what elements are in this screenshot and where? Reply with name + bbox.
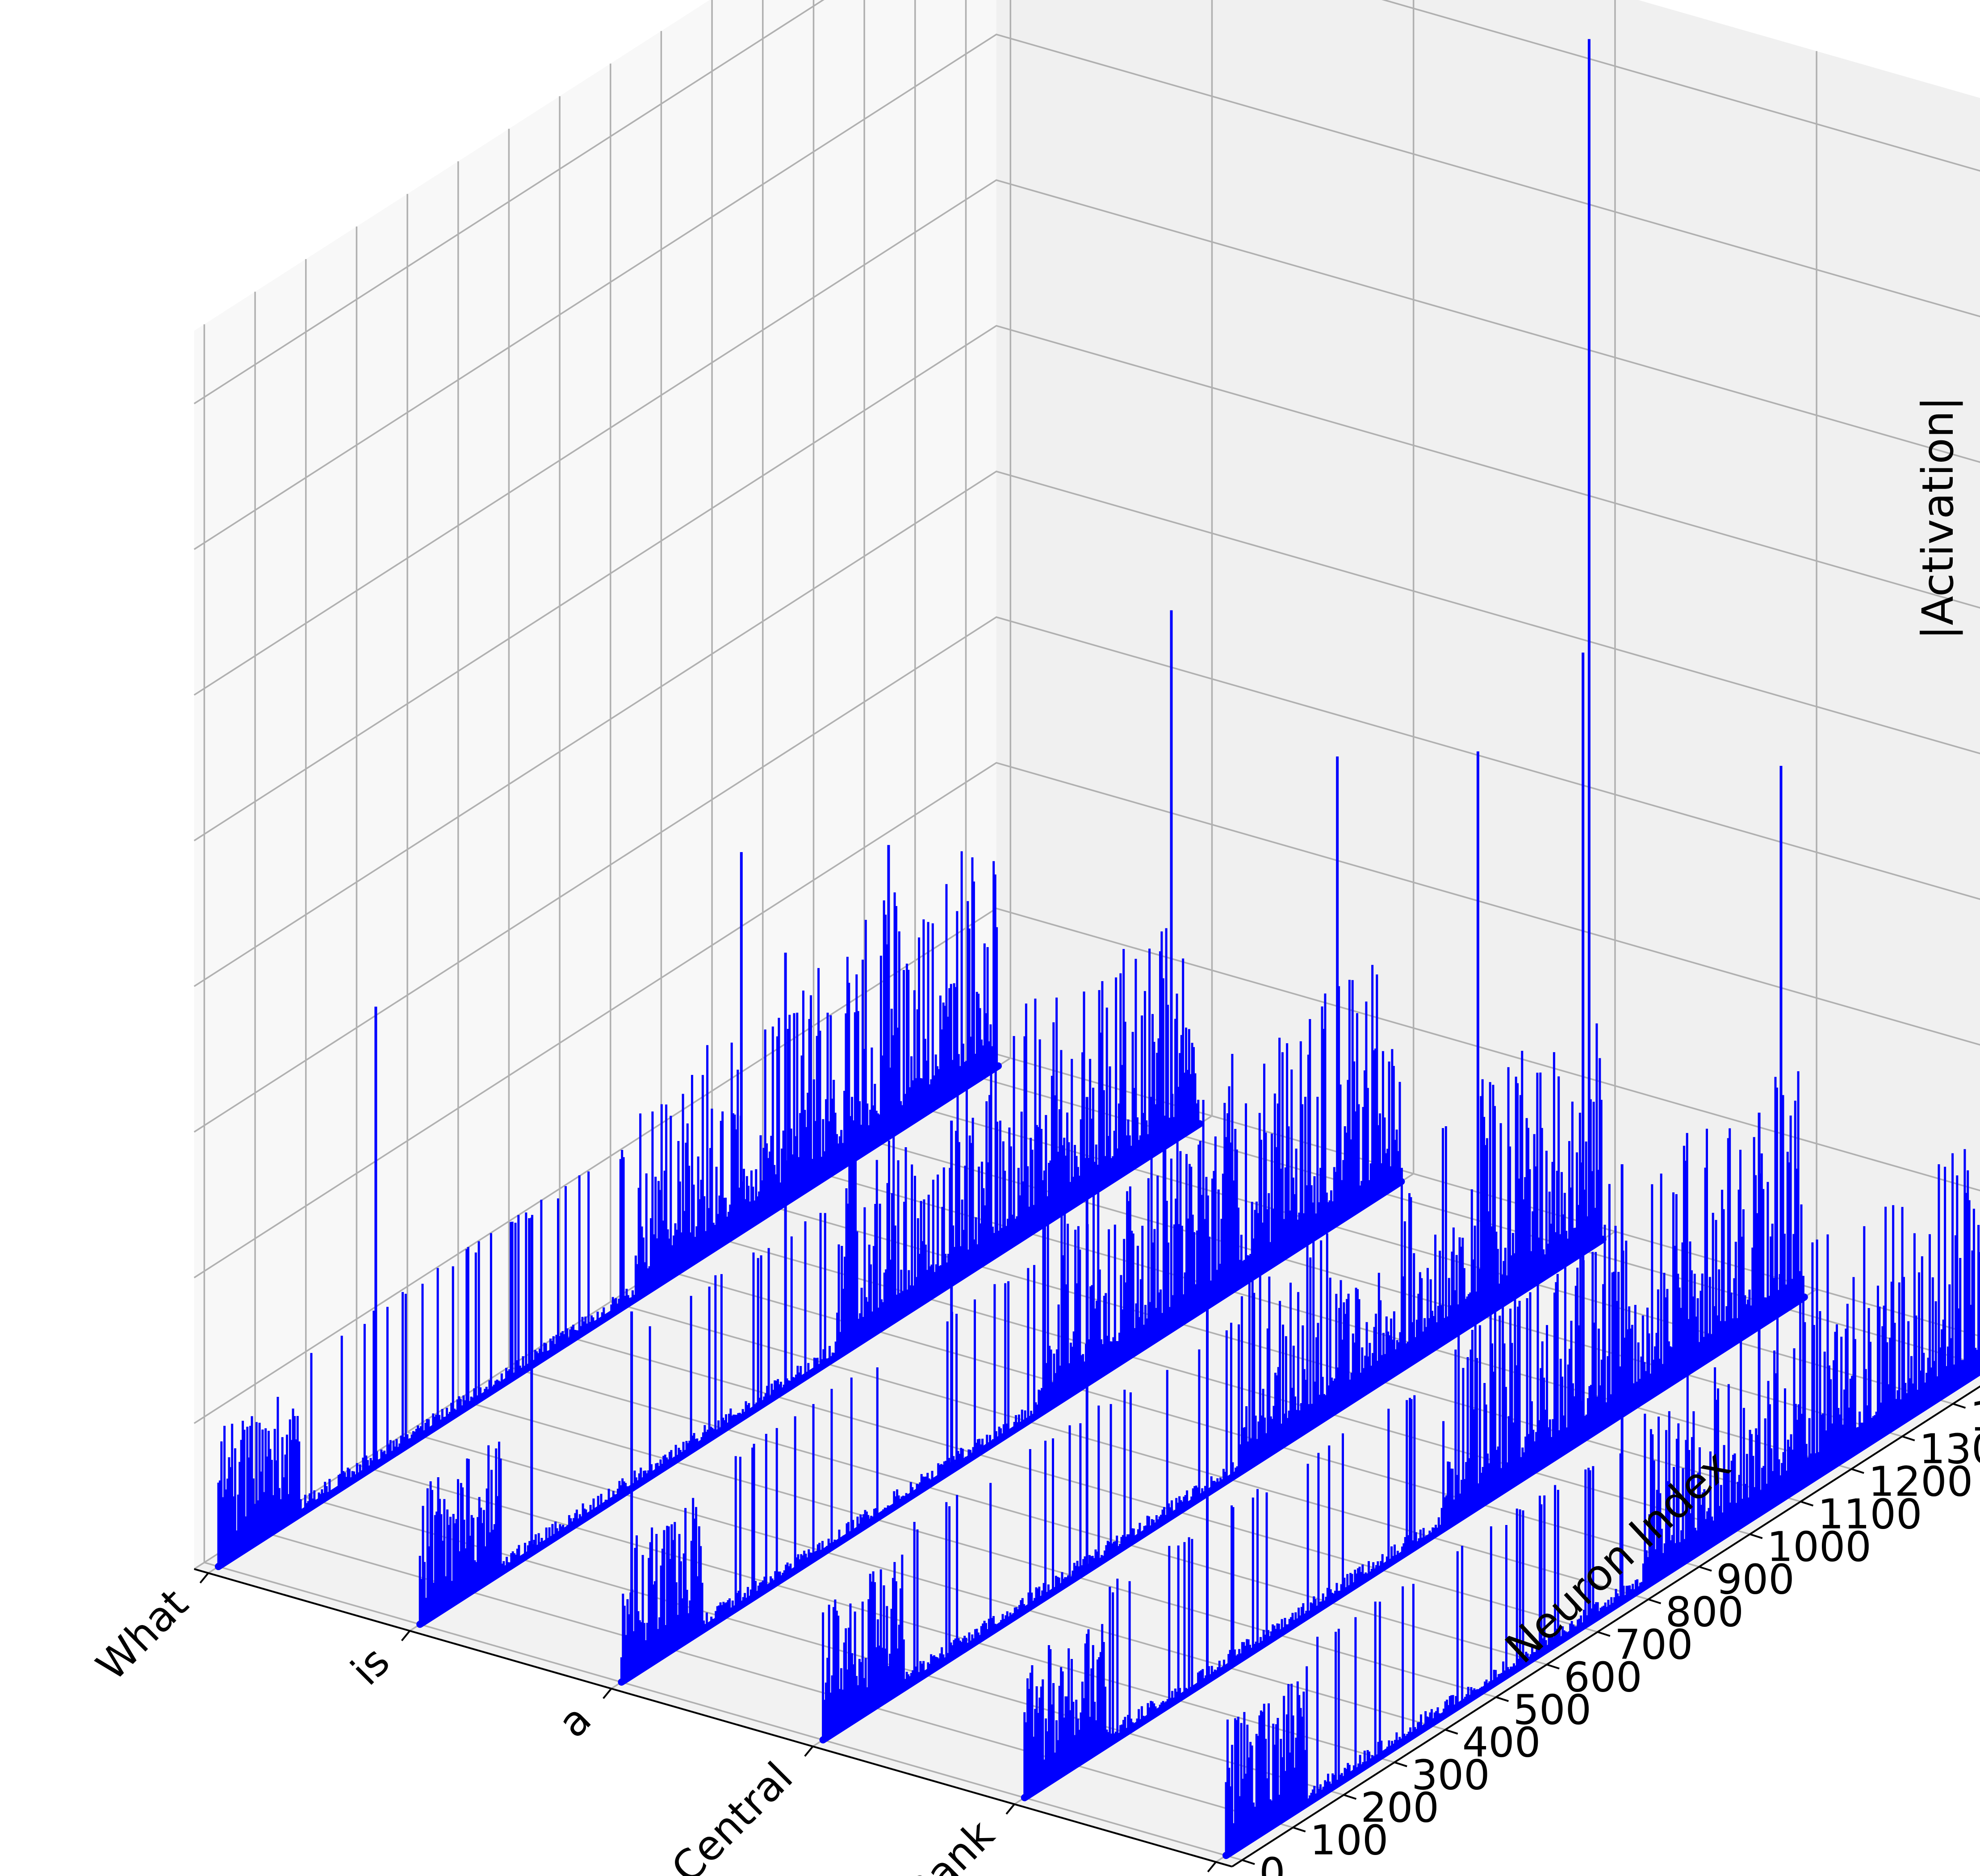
gridline-activation bbox=[193, 762, 1980, 1279]
y-tick-mark bbox=[1800, 1500, 1814, 1507]
back-wall-pane bbox=[996, 0, 1980, 1337]
x-tick-label: a bbox=[549, 1695, 601, 1747]
y-tick-label: 1000 bbox=[1767, 1523, 1871, 1571]
token-series-1 bbox=[416, 610, 1204, 1628]
y-tick-label: 100 bbox=[1310, 1816, 1389, 1864]
gridline-neuron bbox=[203, 324, 1243, 1861]
series-spikes bbox=[1023, 1071, 1804, 1798]
token-series-2 bbox=[618, 756, 1405, 1686]
gridline-neuron bbox=[559, 96, 1598, 1633]
gridline-activation bbox=[193, 470, 1980, 987]
gridline-activation bbox=[193, 616, 1980, 1133]
y-tick-mark bbox=[1242, 1859, 1255, 1865]
y-tick-mark bbox=[1597, 1631, 1611, 1637]
spike-layer bbox=[215, 39, 1980, 1859]
y-tick-mark bbox=[1293, 1826, 1306, 1833]
y-tick-mark bbox=[1343, 1794, 1357, 1800]
token-series-3 bbox=[819, 39, 1607, 1744]
y-tick-label: 700 bbox=[1615, 1621, 1693, 1668]
x-tick-label: Bank bbox=[897, 1811, 1004, 1876]
y-tick-label: 200 bbox=[1360, 1784, 1439, 1831]
gridline-neuron bbox=[610, 63, 1649, 1600]
series-spikes bbox=[1225, 1149, 1980, 1855]
y-tick-label: 0 bbox=[1259, 1849, 1285, 1876]
y-tick-label: 400 bbox=[1462, 1718, 1541, 1766]
y-tick-mark bbox=[1546, 1663, 1560, 1670]
y-tick-mark bbox=[1648, 1598, 1662, 1604]
gridline-neuron bbox=[508, 129, 1547, 1666]
y-tick-label: 600 bbox=[1564, 1653, 1642, 1701]
z-axis-title: |Activation| bbox=[1913, 396, 1963, 639]
gridline-activation bbox=[193, 33, 1980, 550]
gridline-neuron bbox=[406, 194, 1446, 1731]
token-series-0 bbox=[215, 845, 1002, 1570]
x-tick-mark bbox=[401, 1630, 411, 1642]
y-tick-label: 800 bbox=[1665, 1588, 1744, 1636]
series-spikes bbox=[822, 1020, 1603, 1740]
series-spikes bbox=[419, 928, 1200, 1625]
gridline-activation bbox=[193, 0, 1980, 405]
y-tick-label: 1200 bbox=[1868, 1458, 1973, 1506]
token-series-4 bbox=[1021, 652, 1808, 1801]
y-tick-mark bbox=[1445, 1729, 1458, 1735]
x-tick-label: ? bbox=[1156, 1868, 1205, 1876]
y-tick-mark bbox=[1699, 1566, 1712, 1572]
y-tick-label: 900 bbox=[1716, 1556, 1795, 1604]
y-tick-mark bbox=[1750, 1533, 1763, 1539]
y-tick-label: 1300 bbox=[1919, 1425, 1980, 1473]
x-tick-label: is bbox=[342, 1638, 399, 1695]
y-tick-label: 1400 bbox=[1970, 1393, 1980, 1441]
y-tick-mark bbox=[1394, 1761, 1407, 1767]
y-tick-mark bbox=[1952, 1403, 1966, 1409]
x-tick-label: What bbox=[87, 1579, 197, 1690]
y-tick-label: 1100 bbox=[1817, 1491, 1922, 1538]
axis-layer bbox=[194, 1385, 1980, 1868]
series-spikes bbox=[620, 965, 1401, 1682]
x-tick-label: Central bbox=[662, 1753, 802, 1876]
series-spikes bbox=[217, 851, 998, 1567]
y-tick-mark bbox=[1851, 1468, 1864, 1474]
gridline-activation bbox=[193, 179, 1980, 696]
x-tick-mark bbox=[804, 1746, 814, 1757]
y-tick-mark bbox=[1495, 1696, 1509, 1702]
x-tick-mark bbox=[603, 1688, 612, 1699]
x-tick-mark bbox=[199, 1572, 209, 1584]
x-axis-line bbox=[194, 1568, 1232, 1868]
x-tick-mark bbox=[1207, 1861, 1217, 1872]
y-tick-label: 300 bbox=[1411, 1751, 1490, 1799]
y-tick-label: 500 bbox=[1513, 1686, 1591, 1734]
y-axis-line bbox=[1231, 1385, 1980, 1868]
token-series-5 bbox=[1222, 1112, 1980, 1859]
y-tick-mark bbox=[1902, 1435, 1915, 1441]
gridline-activation bbox=[193, 325, 1980, 841]
x-tick-mark bbox=[1005, 1803, 1015, 1815]
